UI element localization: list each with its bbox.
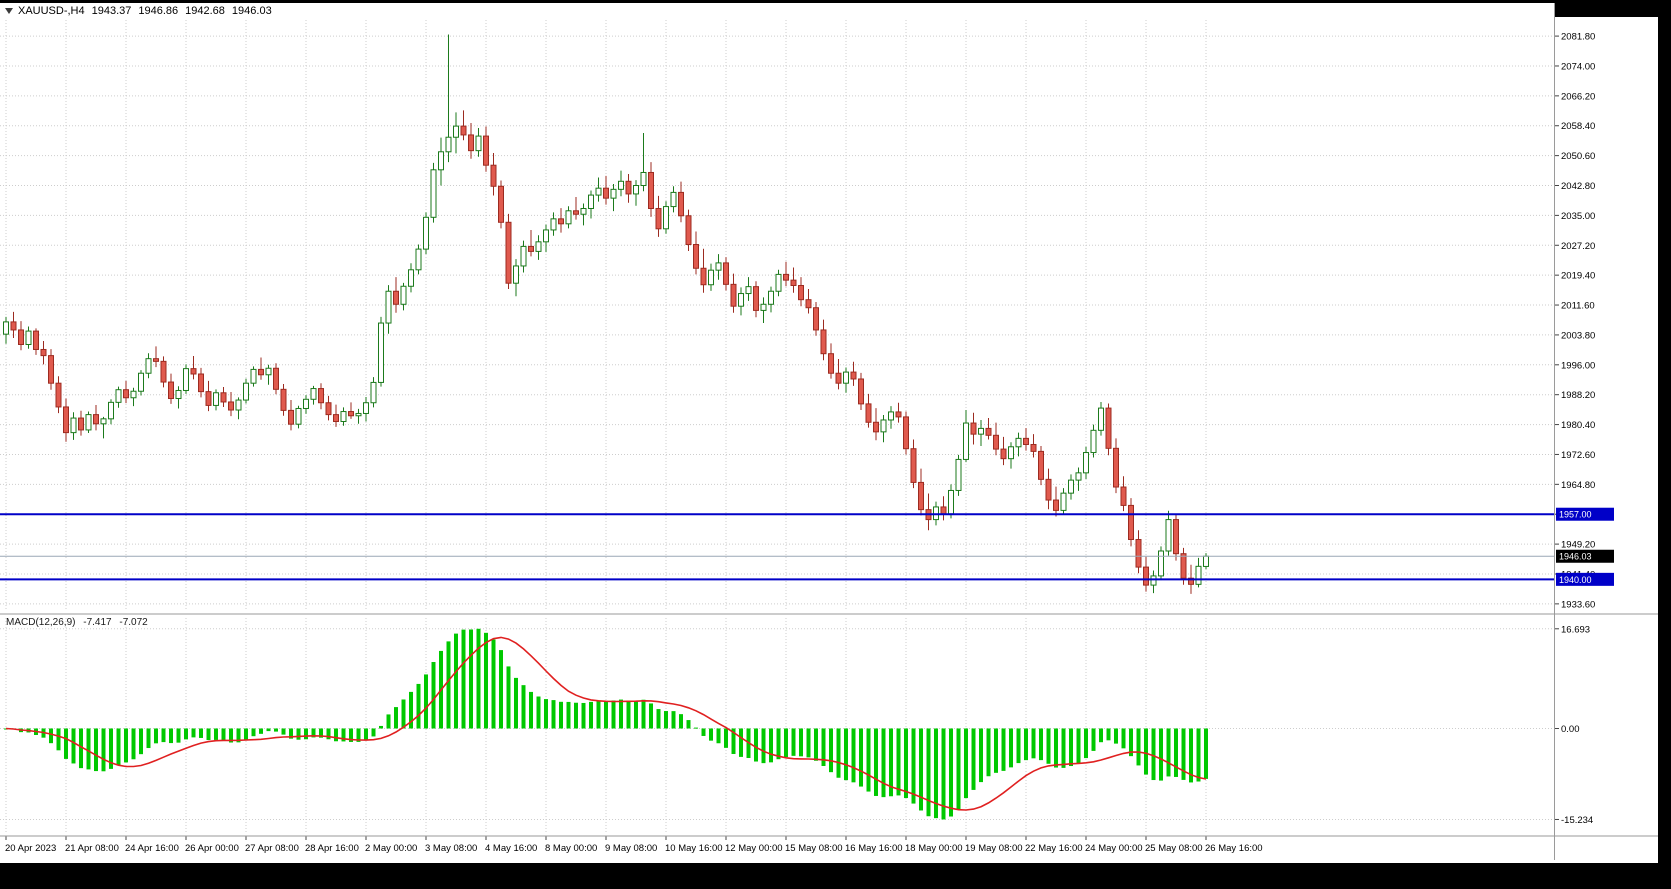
svg-text:16.693: 16.693 [1561,624,1590,635]
price-lines-layer: 1957.00 1940.00 1946.03 [0,507,1614,586]
svg-text:8 May 00:00: 8 May 00:00 [545,843,597,854]
svg-text:27 Apr 08:00: 27 Apr 08:00 [245,843,299,854]
macd-signal-line [5,636,1207,811]
macd-signal-value: -7.072 [119,617,148,628]
svg-text:4 May 16:00: 4 May 16:00 [485,843,537,854]
svg-text:2019.40: 2019.40 [1561,271,1595,282]
ohlc-open: 1943.37 [91,5,132,17]
time-axis[interactable] [0,836,1554,860]
ohlc-close: 1946.03 [231,5,272,17]
svg-text:22 May 16:00: 22 May 16:00 [1025,843,1083,854]
price-axis[interactable] [1555,17,1658,860]
window-top-edge [0,0,1671,3]
svg-text:12 May 00:00: 12 May 00:00 [725,843,783,854]
svg-text:2042.80: 2042.80 [1561,181,1595,192]
window-right-edge [1658,0,1671,889]
time-axis-labels: 20 Apr 2023 21 Apr 08:00 24 Apr 16:00 26 Ap… [5,836,1263,854]
svg-text:3 May 08:00: 3 May 08:00 [425,843,477,854]
ohlc-high: 1946.86 [138,5,179,17]
price-badge-1957.00: 1957.00 [1556,507,1614,521]
svg-text:2081.80: 2081.80 [1561,32,1595,43]
svg-text:2011.60: 2011.60 [1561,301,1595,312]
axis-top-corner [1555,0,1671,17]
svg-text:2 May 00:00: 2 May 00:00 [365,843,417,854]
svg-text:19 May 08:00: 19 May 08:00 [965,843,1023,854]
svg-text:1933.60: 1933.60 [1561,599,1595,610]
svg-text:0.00: 0.00 [1561,724,1580,735]
svg-text:24 May 00:00: 24 May 00:00 [1085,843,1143,854]
bid-price-badge: 1946.03 [1556,549,1614,563]
svg-text:1972.60: 1972.60 [1561,450,1595,461]
chart-title: XAUUSD-,H4 1943.37 1946.86 1942.68 1946.… [5,5,272,17]
svg-text:26 May 16:00: 26 May 16:00 [1205,843,1263,854]
svg-text:16 May 16:00: 16 May 16:00 [845,843,903,854]
svg-text:1996.00: 1996.00 [1561,360,1595,371]
svg-text:10 May 16:00: 10 May 16:00 [665,843,723,854]
svg-text:-15.234: -15.234 [1561,815,1593,826]
svg-text:20 Apr 2023: 20 Apr 2023 [5,843,56,854]
macd-histogram-layer [4,628,1208,820]
svg-text:1964.80: 1964.80 [1561,480,1595,491]
chart-dropdown-icon[interactable] [5,8,13,14]
svg-text:1957.00: 1957.00 [1559,510,1592,520]
svg-text:21 Apr 08:00: 21 Apr 08:00 [65,843,119,854]
grid-layer [0,20,1554,833]
svg-text:2003.80: 2003.80 [1561,330,1595,341]
svg-text:15 May 08:00: 15 May 08:00 [785,843,843,854]
svg-text:2066.20: 2066.20 [1561,91,1595,102]
svg-text:1980.40: 1980.40 [1561,420,1595,431]
macd-name: MACD(12,26,9) [6,617,76,628]
macd-indicator-label: MACD(12,26,9) -7.417 -7.072 [6,617,153,628]
macd-main-value: -7.417 [83,617,112,628]
svg-text:9 May 08:00: 9 May 08:00 [605,843,657,854]
svg-text:2058.40: 2058.40 [1561,121,1595,132]
svg-text:2050.60: 2050.60 [1561,151,1595,162]
svg-text:2074.00: 2074.00 [1561,61,1595,72]
price-badge-1940.00: 1940.00 [1556,572,1614,586]
candles-layer [3,34,1209,594]
svg-text:28 Apr 16:00: 28 Apr 16:00 [305,843,359,854]
svg-text:25 May 08:00: 25 May 08:00 [1145,843,1203,854]
ohlc-low: 1942.68 [185,5,225,17]
svg-text:2035.00: 2035.00 [1561,211,1595,222]
symbol-label: XAUUSD-,H4 [18,5,85,17]
svg-text:2027.20: 2027.20 [1561,241,1595,252]
svg-text:26 Apr 00:00: 26 Apr 00:00 [185,843,239,854]
svg-text:1940.00: 1940.00 [1559,575,1592,585]
svg-text:1949.20: 1949.20 [1561,540,1595,551]
svg-text:18 May 00:00: 18 May 00:00 [905,843,963,854]
svg-text:1988.20: 1988.20 [1561,390,1595,401]
svg-text:1946.03: 1946.03 [1559,552,1592,562]
svg-text:24 Apr 16:00: 24 Apr 16:00 [125,843,179,854]
window-bottom-edge [0,863,1671,889]
